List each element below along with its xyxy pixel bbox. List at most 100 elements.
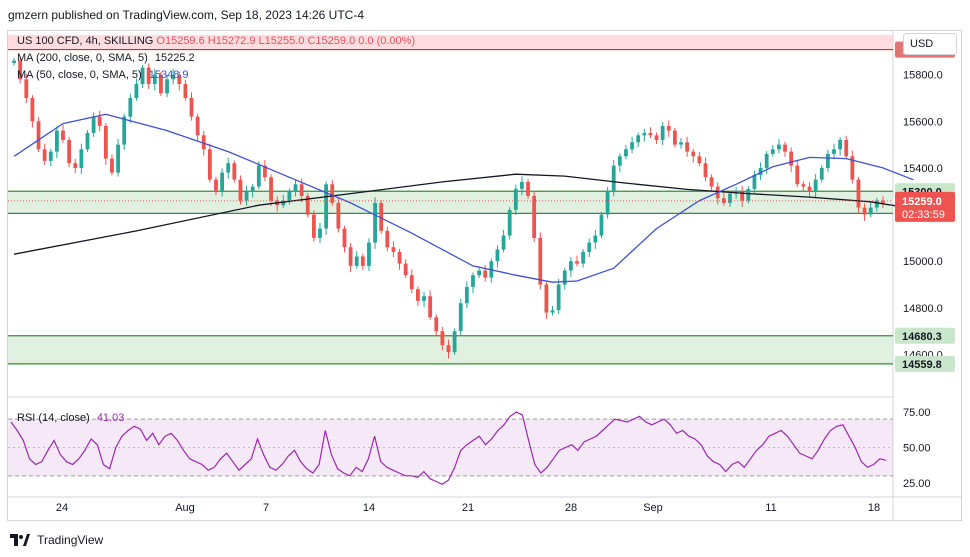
- candle-body: [18, 60, 23, 80]
- candle-body: [367, 242, 371, 266]
- candle-body: [520, 181, 524, 189]
- candle-body: [318, 228, 322, 238]
- candle-body: [850, 156, 855, 180]
- candle-body: [305, 195, 310, 215]
- candle-body: [624, 149, 628, 157]
- symbol-label: US 100 CFD, 4h, SKILLING: [17, 35, 154, 47]
- candle-body: [770, 149, 775, 154]
- candle-body: [825, 153, 830, 168]
- candle-body: [881, 200, 885, 203]
- candle-body: [403, 263, 408, 276]
- candle-body: [293, 184, 298, 192]
- rsi-label: RSI (14, close): [17, 412, 90, 424]
- candle-body: [477, 270, 481, 276]
- candle-body: [764, 153, 769, 168]
- candle-body: [244, 191, 249, 201]
- candle-body: [36, 121, 41, 150]
- candle-body: [116, 144, 120, 173]
- candle-body: [838, 139, 843, 150]
- currency-button[interactable]: USD: [903, 33, 957, 55]
- candle-body: [679, 142, 683, 145]
- candle-body: [471, 275, 475, 287]
- currency-label: USD: [910, 38, 934, 50]
- candle-body: [728, 193, 732, 203]
- chart-frame: [7, 30, 962, 521]
- time-tick-label: 18: [868, 502, 880, 514]
- candle-body: [807, 186, 812, 192]
- candle-body: [513, 188, 518, 210]
- time-tick-label: Aug: [175, 502, 195, 514]
- candle-body: [783, 144, 787, 152]
- candle-body: [122, 116, 127, 145]
- ma50-value: 15348.9: [148, 69, 189, 81]
- candle-body: [330, 184, 335, 203]
- level-tag-14680-text: 14680.3: [902, 331, 942, 343]
- candle-body: [152, 74, 157, 84]
- current-price-text: 15259.0: [902, 196, 942, 208]
- countdown-text: 02:33:59: [902, 209, 945, 221]
- candle-body: [599, 214, 604, 236]
- candle-body: [758, 167, 763, 175]
- candle-body: [281, 200, 286, 206]
- candle-body: [379, 202, 384, 231]
- ma200-legend[interactable]: MA (200, close, 0, SMA, 5) 15225.2: [17, 52, 195, 64]
- candle-body: [42, 149, 47, 161]
- candle-body: [660, 125, 665, 140]
- candle-body: [110, 158, 114, 173]
- candle-body: [165, 79, 169, 94]
- price-tick-label: 14800.0: [903, 303, 943, 315]
- candle-body: [752, 174, 757, 189]
- ma200-value: 15225.2: [154, 52, 195, 64]
- candle-body: [538, 237, 543, 285]
- symbol-legend[interactable]: US 100 CFD, 4h, SKILLING O15259.6 H15272…: [17, 35, 415, 47]
- candle-body: [214, 179, 218, 192]
- candle-body: [263, 165, 267, 178]
- candle-body: [409, 275, 414, 290]
- candle-body: [360, 256, 365, 266]
- footer-brand: TradingView: [37, 533, 104, 547]
- candle-body: [868, 207, 873, 215]
- candle-body: [685, 142, 690, 152]
- time-tick-label: 14: [363, 502, 375, 514]
- candle-body: [195, 116, 200, 136]
- candle-body: [550, 310, 555, 313]
- candle-body: [269, 177, 273, 201]
- candle-body: [250, 186, 255, 192]
- candle-body: [862, 207, 867, 215]
- price-tick-label: 15400.0: [903, 163, 943, 175]
- time-tick-label: 24: [56, 502, 68, 514]
- candle-body: [226, 163, 231, 173]
- level-tag-14680: [895, 327, 955, 344]
- candle-body: [342, 228, 347, 248]
- candle-body: [183, 83, 188, 98]
- candle-body: [416, 289, 420, 301]
- rsi-legend[interactable]: RSI (14, close) 41.03: [17, 412, 124, 424]
- candle-body: [691, 151, 696, 157]
- candle-body: [740, 191, 745, 201]
- candle-body: [97, 116, 102, 126]
- candle-body: [813, 179, 818, 192]
- candle-body: [697, 156, 702, 164]
- level-tag-14559: [895, 355, 955, 372]
- candle-body: [287, 191, 292, 201]
- candle-body: [666, 125, 671, 131]
- candle-body: [605, 191, 610, 215]
- candle-body: [311, 214, 316, 238]
- candle-body: [30, 97, 35, 122]
- candle-body: [171, 74, 176, 80]
- ohlc-values: O15259.6 H15272.9 L15255.0 C15259.0 0.0 …: [156, 35, 416, 47]
- ma50-line: [13, 113, 914, 283]
- candle-body: [48, 151, 53, 161]
- ma50-legend[interactable]: MA (50, close, 0, SMA, 5) 15348.9: [17, 69, 189, 81]
- candle-body: [61, 130, 65, 140]
- candle-body: [874, 200, 879, 208]
- candle-body: [832, 149, 836, 154]
- candle-body: [673, 130, 677, 145]
- lower-support-zone: [8, 335, 893, 364]
- candle-body: [452, 331, 457, 353]
- candle-body: [556, 284, 561, 311]
- candle-body: [128, 97, 133, 117]
- candle-body: [464, 286, 469, 304]
- rsi-tick-label: 25.00: [903, 478, 931, 490]
